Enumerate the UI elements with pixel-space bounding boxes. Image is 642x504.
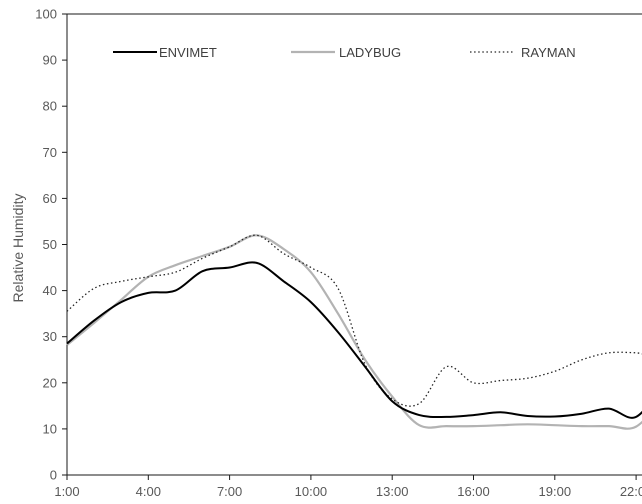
series-line-ladybug (66, 234, 642, 430)
x-tick-label: 16:00 (457, 484, 490, 499)
y-tick-label: 0 (50, 468, 57, 483)
y-tick-label: 70 (43, 145, 57, 160)
plot-frame (66, 13, 642, 476)
plot-border (66, 13, 642, 476)
x-tick-label: 1:00 (54, 484, 79, 499)
x-tick-label: 13:00 (376, 484, 409, 499)
x-tick-label: 22:00 (620, 484, 642, 499)
y-tick-label: 40 (43, 283, 57, 298)
legend-label-envimet: ENVIMET (159, 45, 217, 60)
y-tick-label: 90 (43, 53, 57, 68)
legend-label-rayman: RAYMAN (521, 45, 576, 60)
y-tick-label: 80 (43, 99, 57, 114)
x-tick-label: 4:00 (136, 484, 161, 499)
y-tick-label: 10 (43, 421, 57, 436)
series-lines (66, 234, 642, 430)
series-line-rayman (66, 234, 642, 407)
y-tick-label: 60 (43, 191, 57, 206)
x-axis-ticks: 1:00 4:00 7:00 10:00 13:00 16:00 19:00 22:00 (54, 475, 642, 499)
legend-label-ladybug: LADYBUG (339, 45, 401, 60)
legend: ENVIMET LADYBUG RAYMAN (113, 45, 576, 60)
series-line-envimet (66, 261, 642, 419)
y-tick-label: 20 (43, 375, 57, 390)
y-axis-title: Relative Humidity (10, 194, 26, 303)
y-axis-ticks: 0 10 20 30 40 50 60 70 80 90 100 (35, 7, 67, 483)
x-tick-label: 19:00 (539, 484, 572, 499)
x-tick-label: 7:00 (217, 484, 242, 499)
y-tick-label: 30 (43, 329, 57, 344)
y-tick-label: 50 (43, 237, 57, 252)
x-tick-label: 10:00 (295, 484, 328, 499)
y-tick-label: 100 (35, 7, 57, 22)
